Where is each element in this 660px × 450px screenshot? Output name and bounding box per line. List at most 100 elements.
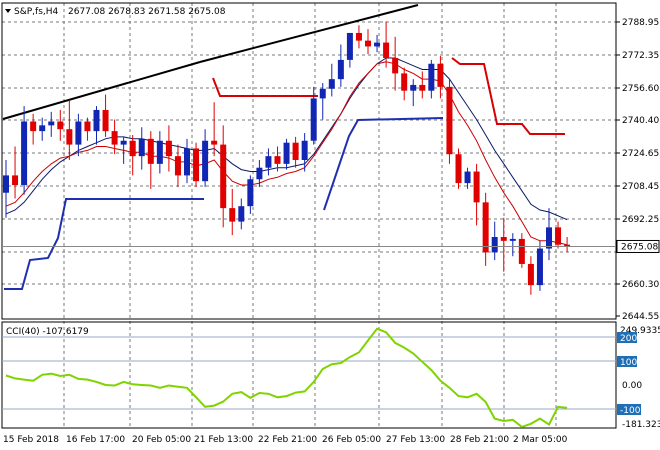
candle-body bbox=[410, 84, 417, 91]
symbol-label: S&P,fs,H4 bbox=[14, 7, 59, 17]
candle-body bbox=[274, 156, 281, 164]
candle-bearish bbox=[437, 56, 444, 99]
candle-body bbox=[111, 131, 118, 145]
candle-body bbox=[256, 167, 263, 180]
price-tick: 2724.65 bbox=[622, 149, 659, 159]
candle-body bbox=[156, 140, 163, 164]
candle-bearish bbox=[355, 25, 362, 49]
candle-bullish bbox=[247, 175, 254, 214]
candle-body bbox=[346, 32, 353, 60]
candle-bearish bbox=[365, 29, 371, 55]
candle-bearish bbox=[84, 117, 91, 141]
candle-body bbox=[193, 148, 200, 182]
candle-body bbox=[202, 140, 209, 182]
candle-bearish bbox=[102, 94, 109, 137]
candle-bullish bbox=[21, 106, 28, 195]
candle-body bbox=[102, 109, 109, 132]
candle-body bbox=[84, 121, 91, 132]
candle-bullish bbox=[410, 79, 417, 107]
candle-bullish bbox=[374, 34, 381, 53]
candle-bullish bbox=[93, 106, 100, 145]
candle-body bbox=[93, 109, 100, 132]
support-stop-line-1 bbox=[4, 198, 204, 290]
cci-level-100-label: 100 bbox=[620, 358, 637, 368]
cci-bottom-value: -181.3234 bbox=[622, 420, 660, 430]
price-tick: 2788.95 bbox=[622, 18, 659, 28]
candle-body bbox=[129, 140, 136, 157]
candle-body bbox=[292, 142, 299, 160]
time-label: 26 Feb 05:00 bbox=[322, 435, 381, 445]
trend-lines[interactable] bbox=[2, 4, 419, 120]
candlesticks bbox=[3, 21, 571, 295]
candle-body bbox=[365, 40, 371, 47]
time-label: 21 Feb 13:00 bbox=[194, 435, 253, 445]
candle-bullish bbox=[546, 208, 552, 261]
candle-bullish bbox=[184, 138, 190, 184]
chevron-down-icon[interactable] bbox=[5, 9, 11, 13]
candle-bullish bbox=[428, 59, 435, 99]
candle-body bbox=[147, 138, 154, 164]
price-tick: 2756.60 bbox=[622, 84, 659, 94]
current-price-badge: 2675.08 bbox=[616, 239, 660, 253]
candle-body bbox=[21, 121, 28, 186]
cci-level-200-label: 200 bbox=[620, 334, 637, 344]
cci-line bbox=[5, 327, 568, 429]
candle-bearish bbox=[392, 36, 399, 91]
candle-bearish bbox=[527, 256, 534, 295]
moving-average-fast bbox=[5, 61, 568, 246]
candle-body bbox=[491, 237, 498, 253]
candle-bearish bbox=[12, 146, 19, 199]
candle-body bbox=[337, 59, 344, 80]
candle-bullish bbox=[202, 129, 209, 187]
candle-bullish bbox=[491, 221, 498, 261]
candle-bullish bbox=[156, 131, 163, 174]
chart-header: S&P,fs,H4 2677.08 2678.83 2671.58 2675.0… bbox=[5, 7, 226, 17]
price-tick: 2772.35 bbox=[622, 51, 659, 61]
time-label: 28 Feb 21:00 bbox=[450, 435, 509, 445]
trendline-lower[interactable] bbox=[2, 61, 201, 120]
candle-bearish bbox=[292, 136, 299, 168]
grid-lines bbox=[2, 3, 616, 428]
cci-panel-frame bbox=[1, 321, 617, 429]
candle-body bbox=[546, 227, 552, 249]
candle-body bbox=[518, 238, 525, 264]
candle-bearish bbox=[473, 163, 480, 226]
candle-body bbox=[319, 88, 326, 99]
candle-bullish bbox=[75, 113, 82, 157]
candle-bearish bbox=[455, 148, 462, 189]
time-label: 20 Feb 05:00 bbox=[132, 435, 191, 445]
candle-bullish bbox=[319, 83, 326, 120]
cci-level-minus100-badge bbox=[617, 404, 641, 415]
candle-body bbox=[184, 148, 190, 176]
candle-body bbox=[283, 142, 290, 164]
candle-body bbox=[12, 175, 19, 186]
candle-body bbox=[301, 140, 308, 160]
stop-lines bbox=[4, 57, 565, 290]
candle-bearish bbox=[482, 192, 489, 266]
candle-body bbox=[174, 156, 181, 176]
candle-body bbox=[30, 121, 37, 132]
candle-body bbox=[383, 42, 390, 58]
candle-bearish bbox=[274, 146, 281, 172]
candle-bearish bbox=[383, 21, 390, 68]
candle-body bbox=[229, 208, 236, 222]
current-price-label: 2675.08 bbox=[621, 242, 658, 252]
candle-bearish bbox=[66, 100, 73, 160]
candle-bullish bbox=[48, 111, 55, 137]
candle-bearish bbox=[500, 217, 507, 272]
candle-bullish bbox=[536, 240, 543, 291]
candle-bullish bbox=[310, 86, 317, 145]
price-tick: 2644.55 bbox=[622, 312, 659, 322]
candle-bullish bbox=[301, 133, 308, 172]
trendline-upper[interactable] bbox=[199, 4, 419, 63]
time-label: 27 Feb 13:00 bbox=[386, 435, 445, 445]
candle-bullish bbox=[346, 32, 353, 68]
candle-bullish bbox=[39, 117, 46, 141]
candle-body bbox=[428, 63, 435, 91]
candle-body bbox=[482, 202, 489, 253]
candle-body bbox=[464, 171, 471, 184]
candle-body bbox=[39, 125, 46, 132]
candle-bearish bbox=[129, 134, 136, 176]
